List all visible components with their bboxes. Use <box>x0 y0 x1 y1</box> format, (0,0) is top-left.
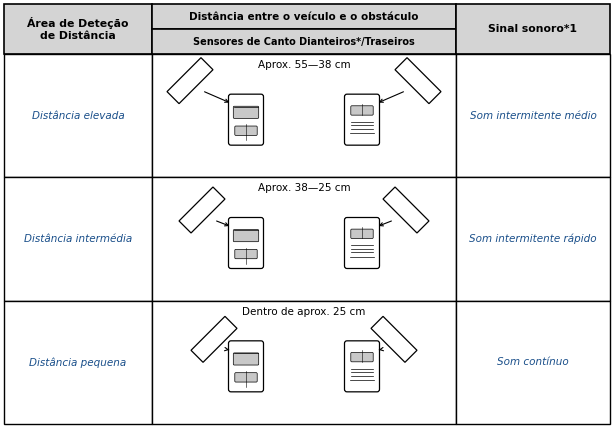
Bar <box>152 300 456 424</box>
Text: Sensores de Canto Dianteiros*/Traseiros: Sensores de Canto Dianteiros*/Traseiros <box>193 36 415 47</box>
Bar <box>456 300 610 424</box>
FancyBboxPatch shape <box>233 106 258 119</box>
Text: Distância intermédia: Distância intermédia <box>24 234 132 244</box>
Text: Som intermitente médio: Som intermitente médio <box>470 111 596 121</box>
FancyBboxPatch shape <box>235 250 257 259</box>
Text: Distância elevada: Distância elevada <box>32 111 125 121</box>
Text: Distância entre o veículo e o obstáculo: Distância entre o veículo e o obstáculo <box>189 12 419 21</box>
FancyBboxPatch shape <box>228 217 263 268</box>
Bar <box>456 177 610 300</box>
Text: Dentro de aprox. 25 cm: Dentro de aprox. 25 cm <box>243 307 366 317</box>
Bar <box>456 4 610 54</box>
Polygon shape <box>395 58 441 104</box>
Bar <box>4 300 152 424</box>
Bar <box>152 177 456 300</box>
Bar <box>4 54 152 177</box>
Polygon shape <box>191 316 237 363</box>
Bar <box>4 177 152 300</box>
Bar <box>152 54 456 177</box>
FancyBboxPatch shape <box>351 106 373 115</box>
Text: Distância pequena: Distância pequena <box>29 357 126 368</box>
Bar <box>152 4 456 29</box>
Text: Som intermitente rápido: Som intermitente rápido <box>469 234 597 244</box>
FancyBboxPatch shape <box>344 94 379 145</box>
Bar <box>152 29 456 54</box>
FancyBboxPatch shape <box>228 341 263 392</box>
Polygon shape <box>383 187 429 233</box>
FancyBboxPatch shape <box>351 352 373 362</box>
Text: Sinal sonoro*1: Sinal sonoro*1 <box>489 24 578 34</box>
Polygon shape <box>371 316 417 363</box>
FancyBboxPatch shape <box>351 229 373 238</box>
FancyBboxPatch shape <box>235 126 257 135</box>
Text: Som contínuo: Som contínuo <box>497 357 569 367</box>
Polygon shape <box>179 187 225 233</box>
FancyBboxPatch shape <box>228 94 263 145</box>
FancyBboxPatch shape <box>233 229 258 242</box>
FancyBboxPatch shape <box>344 341 379 392</box>
Text: Aprox. 38—25 cm: Aprox. 38—25 cm <box>258 183 351 193</box>
FancyBboxPatch shape <box>344 217 379 268</box>
Polygon shape <box>167 58 213 104</box>
FancyBboxPatch shape <box>235 373 257 382</box>
Text: Aprox. 55—38 cm: Aprox. 55—38 cm <box>258 60 351 70</box>
Bar <box>456 54 610 177</box>
FancyBboxPatch shape <box>233 353 258 365</box>
Bar <box>4 4 152 54</box>
Text: Área de Deteção
de Distância: Área de Deteção de Distância <box>27 17 129 41</box>
